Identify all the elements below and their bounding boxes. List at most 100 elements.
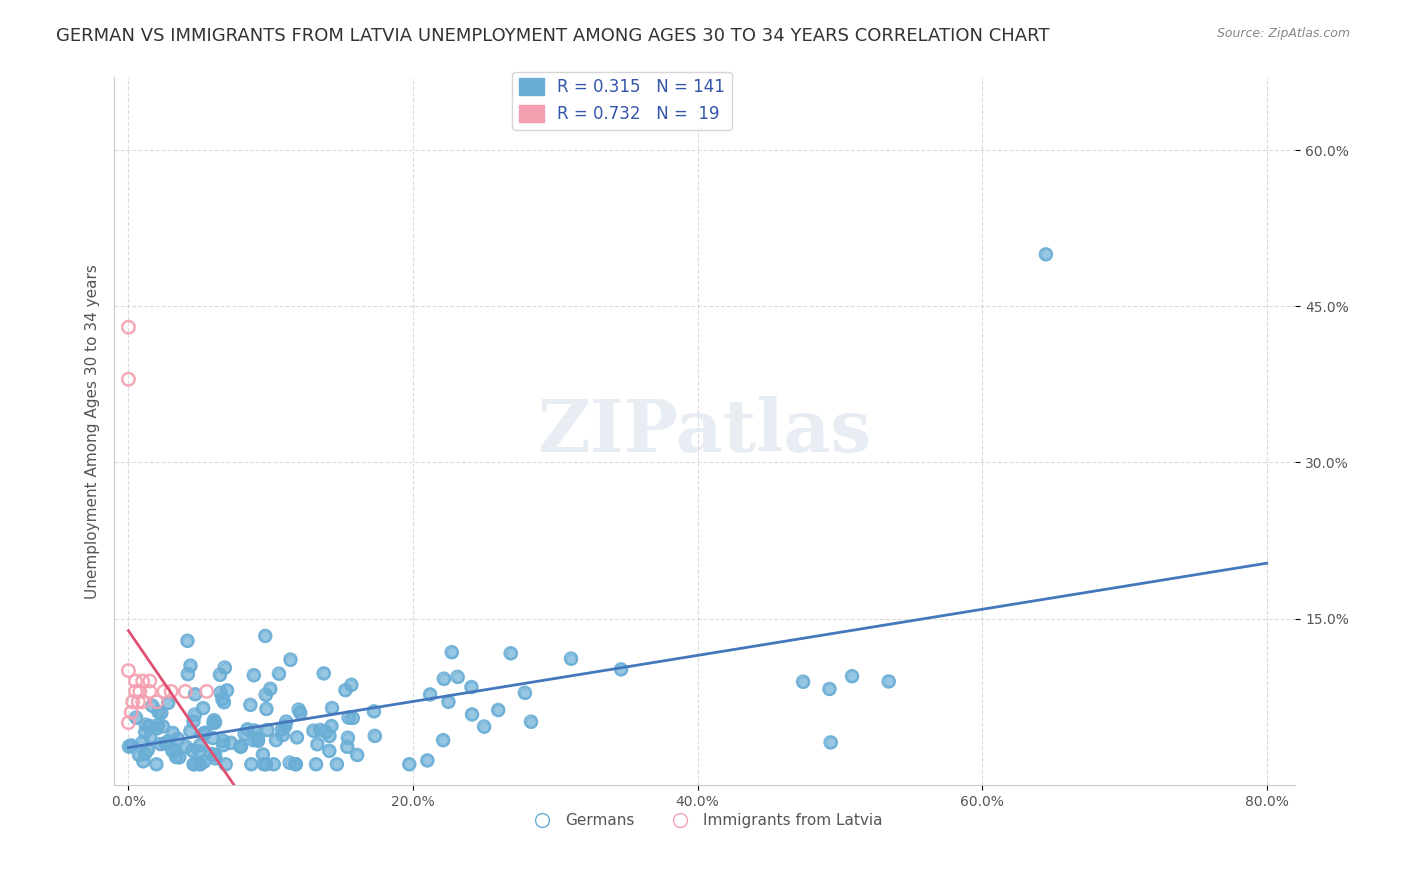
- Point: [312, 666, 335, 681]
- Point: [792, 674, 814, 689]
- Point: [342, 711, 364, 725]
- Point: [183, 757, 205, 772]
- Point: [146, 718, 169, 732]
- Point: [433, 672, 456, 686]
- Point: [166, 731, 188, 746]
- Point: [416, 754, 439, 768]
- Point: [200, 747, 222, 761]
- Legend: Germans, Immigrants from Latvia: Germans, Immigrants from Latvia: [520, 807, 889, 834]
- Point: [211, 692, 233, 706]
- Point: [321, 719, 343, 733]
- Point: [214, 757, 236, 772]
- Point: [460, 680, 482, 694]
- Point: [1035, 247, 1057, 261]
- Point: [263, 757, 285, 772]
- Point: [219, 736, 242, 750]
- Point: [841, 669, 863, 683]
- Point: [256, 723, 278, 737]
- Point: [285, 731, 308, 745]
- Point: [136, 742, 159, 756]
- Point: [134, 725, 156, 739]
- Point: [326, 757, 349, 772]
- Point: [165, 743, 187, 757]
- Point: [166, 731, 188, 746]
- Point: [132, 755, 155, 769]
- Point: [267, 666, 290, 681]
- Point: [318, 729, 340, 743]
- Point: [179, 658, 201, 673]
- Point: [610, 662, 633, 676]
- Point: [321, 701, 343, 715]
- Point: [336, 731, 359, 745]
- Point: [135, 717, 157, 731]
- Point: [219, 736, 242, 750]
- Point: [212, 734, 235, 748]
- Point: [204, 751, 226, 765]
- Point: [254, 757, 277, 772]
- Point: [315, 724, 337, 739]
- Point: [125, 710, 148, 724]
- Point: [191, 701, 214, 715]
- Point: [818, 681, 841, 696]
- Point: [118, 739, 141, 754]
- Point: [214, 660, 236, 674]
- Point: [259, 681, 281, 696]
- Point: [127, 695, 149, 709]
- Point: [153, 684, 176, 698]
- Point: [342, 711, 364, 725]
- Point: [193, 755, 215, 769]
- Point: [117, 664, 139, 678]
- Point: [194, 726, 217, 740]
- Point: [128, 684, 150, 698]
- Point: [242, 733, 264, 747]
- Point: [162, 744, 184, 758]
- Point: [264, 733, 287, 747]
- Point: [194, 726, 217, 740]
- Point: [177, 667, 200, 681]
- Point: [212, 695, 235, 709]
- Point: [287, 703, 309, 717]
- Point: [141, 698, 163, 713]
- Point: [152, 719, 174, 733]
- Text: GERMAN VS IMMIGRANTS FROM LATVIA UNEMPLOYMENT AMONG AGES 30 TO 34 YEARS CORRELAT: GERMAN VS IMMIGRANTS FROM LATVIA UNEMPLO…: [56, 27, 1050, 45]
- Point: [256, 723, 278, 737]
- Point: [307, 737, 329, 751]
- Point: [146, 695, 169, 709]
- Point: [141, 698, 163, 713]
- Point: [340, 678, 363, 692]
- Point: [326, 757, 349, 772]
- Point: [364, 729, 387, 743]
- Point: [398, 757, 420, 772]
- Point: [284, 757, 307, 772]
- Point: [117, 320, 139, 334]
- Point: [204, 715, 226, 730]
- Point: [148, 705, 170, 719]
- Point: [336, 739, 359, 754]
- Point: [200, 747, 222, 761]
- Point: [318, 744, 340, 758]
- Point: [247, 733, 270, 747]
- Point: [149, 737, 172, 751]
- Y-axis label: Unemployment Among Ages 30 to 34 years: Unemployment Among Ages 30 to 34 years: [86, 264, 100, 599]
- Point: [437, 695, 460, 709]
- Point: [204, 747, 226, 762]
- Point: [254, 702, 277, 716]
- Point: [321, 701, 343, 715]
- Point: [337, 710, 360, 724]
- Point: [188, 744, 211, 758]
- Point: [165, 750, 187, 764]
- Point: [174, 739, 197, 754]
- Point: [247, 733, 270, 747]
- Point: [305, 757, 328, 772]
- Point: [253, 757, 276, 772]
- Point: [254, 688, 277, 702]
- Point: [191, 701, 214, 715]
- Point: [179, 724, 201, 739]
- Point: [188, 738, 211, 752]
- Point: [284, 757, 307, 772]
- Point: [183, 757, 205, 772]
- Point: [309, 723, 332, 737]
- Point: [229, 739, 252, 754]
- Point: [162, 726, 184, 740]
- Point: [209, 686, 232, 700]
